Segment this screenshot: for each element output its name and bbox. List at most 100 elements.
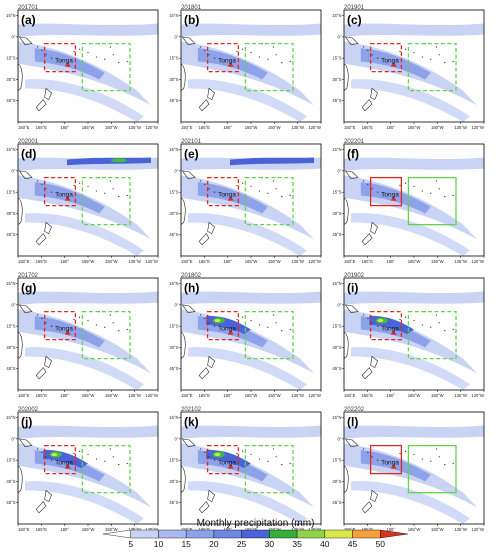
tonga-region-box [369,42,403,73]
downwind-region-box [81,310,131,360]
tonga-region-box [369,176,403,207]
colorbar-tick-label: 15 [181,539,191,549]
island-dot [413,185,415,188]
island-dot [452,194,454,197]
map-panel: 201802 Tonga (h) 150°E 165°E 180° 165°W 150°W 13… [169,273,322,398]
island-dot [377,191,379,193]
island-dot [118,330,120,332]
island-dot [250,453,252,456]
island-dot [367,49,369,51]
midlat-band [351,347,470,390]
tonga-label: Tonga [218,460,236,467]
lon-tick-label: 165°E [362,259,374,264]
downwind-region-box [244,176,294,226]
lon-tick-label: 150°E [18,125,30,130]
tonga-region-box [206,176,240,207]
lat-tick-label: 15°N [6,281,15,286]
heavy-core-max [377,319,384,323]
lon-tick-label: 150°W [105,527,118,532]
lon-tick-label: 120°W [471,125,484,130]
lat-tick-label: 0° [11,436,15,441]
lon-tick-label: 150°W [431,527,444,532]
island-dot [45,322,47,324]
australia-coast [181,465,186,494]
tonga-label: Tonga [218,58,236,65]
panel-date: 202001 [18,139,39,145]
map-panel: 201801 Tonga (b) 150°E 165°E 180° 165°W 150°W 13… [169,5,322,130]
lon-tick-label: 180° [60,527,69,532]
png-coast [181,170,196,180]
lat-tick-label: 30°S [332,479,341,484]
island-dot [275,188,277,190]
lon-tick-label: 150°E [344,527,356,532]
colorbar-segment [158,529,187,539]
island-dot [126,328,128,331]
spcz-core [197,48,268,80]
lon-tick-label: 150°E [344,259,356,264]
colorbar-segment [185,529,215,539]
colorbar-tick-label: 25 [237,539,247,549]
panel-date: 201902 [344,273,365,279]
lon-tick-label: 180° [386,393,395,398]
midlat-band [188,347,307,390]
itcz-band [18,425,158,439]
lat-tick-label: 15°S [169,324,178,329]
spcz-core [360,48,431,80]
island-dot [242,450,244,452]
lat-tick-label: 15°N [169,281,178,286]
precip-layer [181,425,321,524]
island-dot [87,319,89,322]
tonga-label: Tonga [381,460,399,467]
tonga-label: Tonga [55,58,73,65]
lat-tick-label: 30°S [332,345,341,350]
lat-tick-label: 15°S [6,324,15,329]
map-panel: 202101 Tonga (e) 150°E 165°E 180° 165°W 150°W 13… [169,139,322,264]
panel-date: 202202 [344,407,365,413]
lon-tick-label: 150°E [181,527,193,532]
heavy-core-max [214,453,221,457]
lon-tick-label: 150°W [431,125,444,130]
lat-tick-label: 15°N [169,13,178,18]
island-dot [444,464,446,466]
lon-tick-label: 150°W [431,393,444,398]
heavy-core-max [214,319,221,323]
australia-coast [344,465,349,494]
panel-letter: (l) [347,415,358,429]
spcz-core [34,182,105,214]
png-coast [344,304,359,314]
midlat-band [351,213,470,256]
australia-coast [344,331,349,360]
lon-tick-label: 150°W [268,393,281,398]
tonga-label: Tonga [55,192,73,199]
lon-tick-label: 150°W [431,259,444,264]
island-dot [200,46,202,48]
precip-layer [181,291,321,390]
lat-tick-label: 15°S [332,56,341,61]
island-dot [214,191,216,193]
island-dot [126,194,128,197]
lat-tick-label: 45°S [6,98,15,103]
lon-tick-label: 165°W [82,527,95,532]
island-dot [200,180,202,182]
precip-layer [344,291,484,390]
downwind-region-box [407,310,457,360]
island-dot [430,58,432,60]
lon-tick-label: 120°W [308,125,321,130]
tonga-label: Tonga [55,460,73,467]
island-dot [267,192,269,194]
lat-tick-label: 0° [337,168,341,173]
itcz-band [344,23,484,37]
colorbar-segment [296,529,326,539]
island-dot [236,50,238,53]
island-dot [281,464,283,466]
midlat-band [188,481,307,524]
lon-tick-label: 165°E [199,393,211,398]
precip-layer [18,425,158,524]
lon-tick-label: 180° [60,393,69,398]
png-coast [344,36,359,46]
australia-coast [18,63,23,92]
map-panel: 202001 Tonga (d) 150°E 165°E 180° 165°W 150°W 13… [6,139,159,264]
colorbar-tick-label: 5 [128,539,133,549]
island-dot [435,314,437,316]
island-dot [73,50,75,53]
